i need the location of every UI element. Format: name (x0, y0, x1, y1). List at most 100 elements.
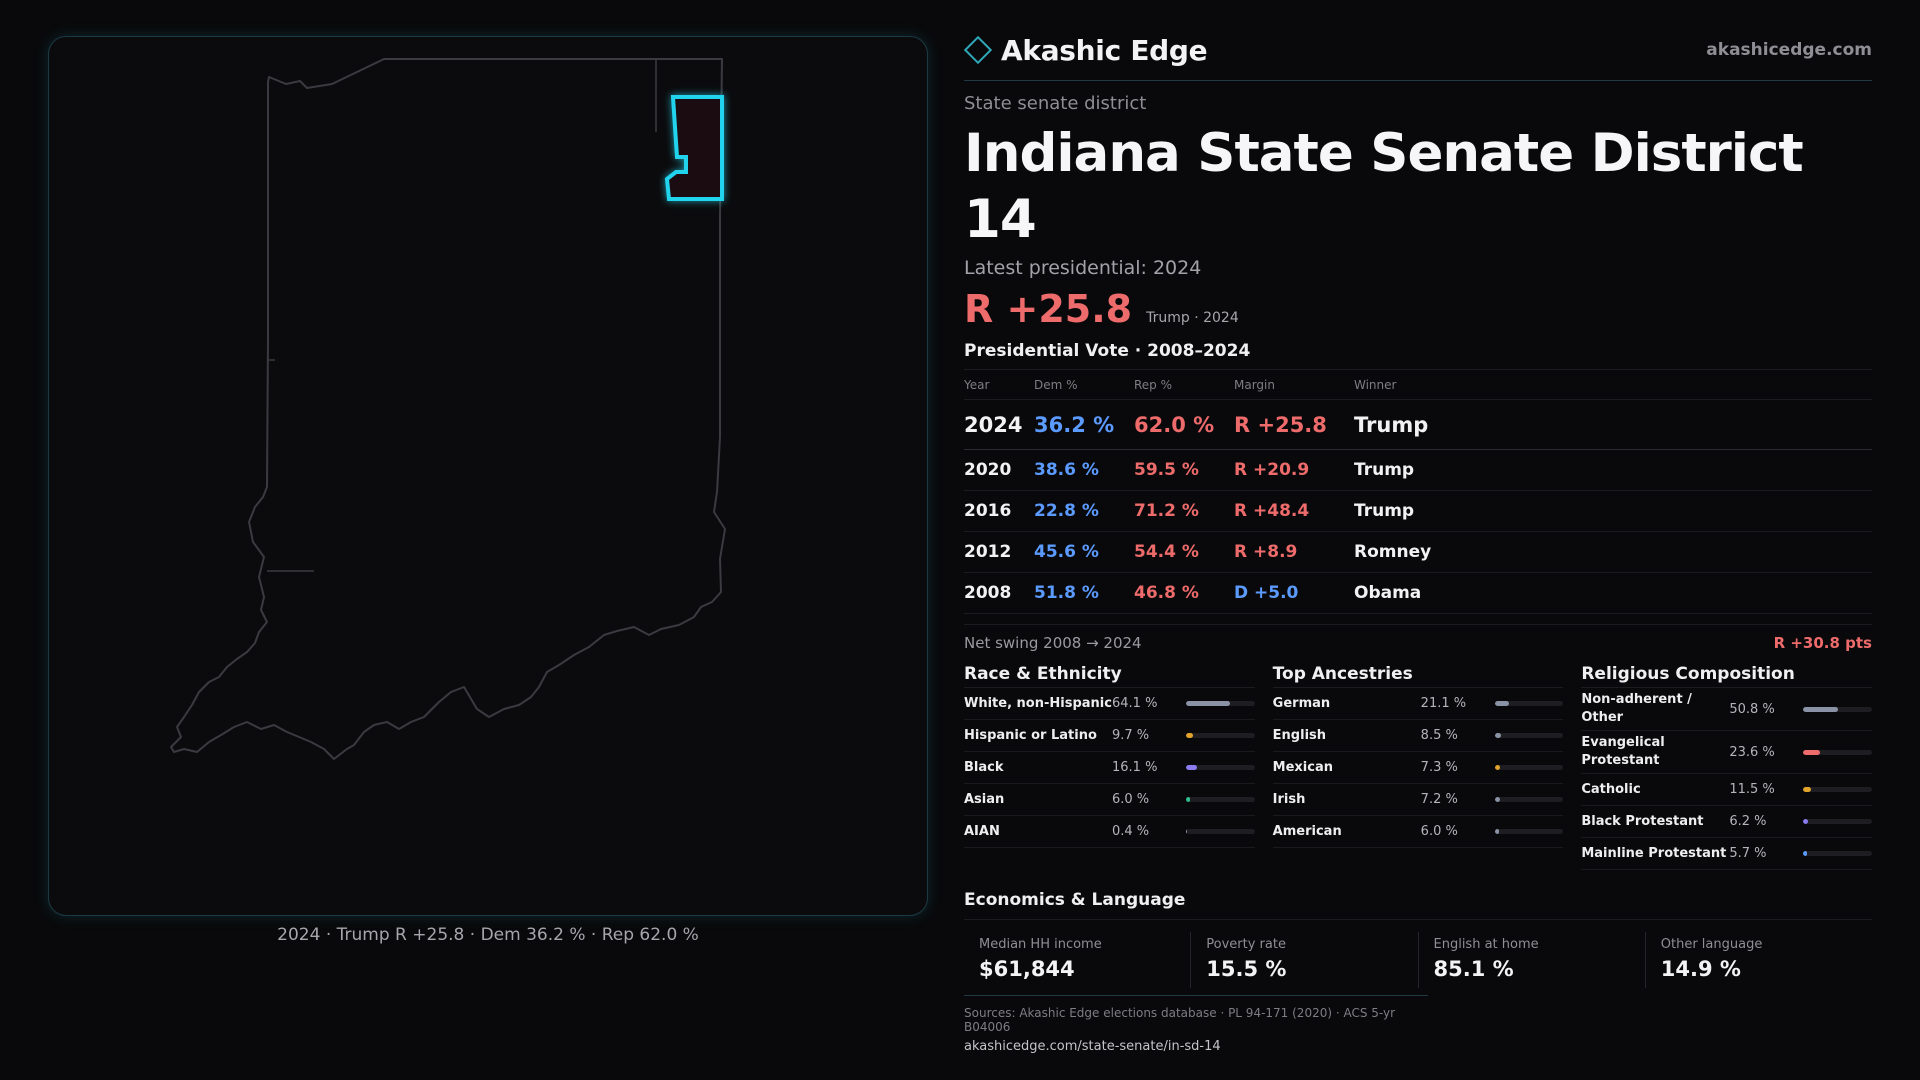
district-14-shape[interactable] (664, 95, 724, 201)
stat-bar-track (1803, 819, 1873, 824)
cell-winner: Trump (1354, 449, 1872, 491)
header-divider (964, 80, 1872, 81)
source-url-link[interactable]: akashicedge.com/state-senate/in-sd-14 (964, 1039, 1221, 1054)
demographics-columns: Race & Ethnicity White, non-Hispanic 64.1… (964, 660, 1873, 870)
religion-title: Religious Composition (1581, 660, 1873, 688)
table-row: 2008 51.8 % 46.8 % D +5.0 Obama (964, 572, 1872, 614)
table-row: 2024 36.2 % 62.0 % R +25.8 Trump (964, 399, 1872, 450)
page-title: Indiana State Senate District 14 (964, 123, 1804, 250)
race-row: Asian 6.0 % (964, 784, 1255, 816)
stat-percent: 7.2 % (1420, 792, 1458, 807)
stat-bar-track (1803, 749, 1873, 755)
stat-bar-fill (1494, 733, 1501, 738)
cell-winner: Obama (1354, 572, 1872, 614)
stat-bar-fill (1803, 819, 1808, 824)
econ-cell-other-language: Other language 14.9 % (1644, 932, 1872, 988)
brand-url-link[interactable]: akashicedge.com (1706, 40, 1872, 60)
cell-dem: 36.2 % (1034, 399, 1134, 450)
stat-bar-track (1494, 765, 1564, 770)
col-header-margin: Margin (1234, 369, 1354, 400)
latest-presidential-label: Latest presidential: 2024 (964, 257, 1202, 279)
ancestry-title: Top Ancestries (1272, 660, 1564, 688)
stat-bar-fill (1186, 765, 1198, 770)
details-panel: Akashic Edge akashicedge.com State senat… (963, 30, 1873, 988)
stat-bar-track (1186, 701, 1255, 706)
map-caption: 2024 · Trump R +25.8 · Dem 36.2 % · Rep … (277, 925, 699, 945)
ancestry-row: German 21.1 % (1272, 688, 1564, 720)
cell-dem: 51.8 % (1034, 572, 1134, 614)
stat-label: Black Protestant (1581, 813, 1704, 829)
stat-label: Irish (1272, 791, 1306, 807)
econ-label: Other language (1660, 937, 1763, 952)
sources-footer: Sources: Akashic Edge elections database… (964, 995, 1428, 1054)
econ-cell-income: Median HH income $61,844 (964, 932, 1190, 988)
stat-label: Evangelical Protestant (1581, 735, 1665, 768)
col-header-rep: Rep % (1134, 369, 1234, 400)
brand-name: Akashic Edge (1001, 33, 1208, 67)
cell-margin: R +8.9 (1234, 531, 1354, 573)
cell-dem: 38.6 % (1034, 449, 1134, 491)
stat-percent: 6.0 % (1420, 824, 1458, 839)
econ-cell-poverty: Poverty rate 15.5 % (1190, 932, 1417, 988)
stat-label: Catholic (1581, 781, 1641, 797)
net-swing-row: Net swing 2008 → 2024 R +30.8 pts (964, 624, 1872, 652)
ancestry-row: English 8.5 % (1272, 720, 1564, 752)
stat-bar-fill (1803, 787, 1812, 792)
economics-title: Economics & Language (964, 890, 1872, 920)
religion-row: Mainline Protestant 5.7 % (1581, 838, 1873, 870)
stat-bar-track (1186, 797, 1255, 802)
stat-percent: 23.6 % (1729, 744, 1775, 760)
cell-rep: 71.2 % (1134, 490, 1234, 532)
stat-bar-fill (1803, 749, 1820, 755)
col-header-dem: Dem % (1034, 369, 1134, 400)
indiana-state-map (170, 58, 726, 760)
cell-margin: R +25.8 (1234, 399, 1354, 450)
margin-subtitle: Trump · 2024 (1146, 310, 1239, 326)
table-header-row: Year Dem % Rep % Margin Winner (964, 369, 1872, 400)
stat-bar-track (1803, 787, 1873, 792)
cell-rep: 62.0 % (1134, 399, 1234, 450)
stat-label: White, non-Hispanic (964, 695, 1112, 711)
presidential-vote-table: Year Dem % Rep % Margin Winner 2024 36.2… (964, 369, 1872, 614)
religion-row: Non-adherent / Other 50.8 % (1581, 688, 1873, 731)
cell-year: 2024 (964, 399, 1034, 450)
cell-rep: 46.8 % (1134, 572, 1234, 614)
state-outline (170, 58, 726, 760)
race-ethnicity-section: Race & Ethnicity White, non-Hispanic 64.1… (964, 660, 1255, 870)
cell-margin: D +5.0 (1234, 572, 1354, 614)
stat-bar-track (1186, 765, 1255, 770)
stat-percent: 8.5 % (1420, 728, 1458, 743)
stat-percent: 50.8 % (1729, 701, 1775, 717)
race-row: White, non-Hispanic 64.1 % (964, 688, 1255, 720)
stat-label: German (1272, 695, 1331, 711)
stat-bar-track (1494, 829, 1564, 834)
stat-percent: 64.1 % (1112, 696, 1158, 711)
race-row: Hispanic or Latino 9.7 % (964, 720, 1255, 752)
econ-label: Poverty rate (1206, 937, 1286, 952)
net-swing-value: R +30.8 pts (1773, 634, 1872, 652)
table-row: 2012 45.6 % 54.4 % R +8.9 Romney (964, 531, 1872, 573)
economics-row: Median HH income $61,844 Poverty rate 15… (964, 932, 1872, 988)
stat-bar-track (1803, 851, 1873, 856)
col-header-winner: Winner (1354, 369, 1872, 400)
stat-percent: 16.1 % (1112, 760, 1158, 775)
ancestry-section: Top Ancestries German 21.1 % English 8.5 % M… (1272, 660, 1564, 870)
col-header-year: Year (964, 369, 1034, 400)
stat-percent: 5.7 % (1729, 846, 1767, 861)
stat-label: English (1272, 727, 1327, 743)
stat-bar-track (1186, 829, 1255, 834)
stat-label: Mexican (1272, 759, 1333, 775)
cell-rep: 54.4 % (1134, 531, 1234, 573)
cell-year: 2016 (964, 490, 1034, 532)
econ-value: 85.1 % (1433, 957, 1514, 981)
religion-row: Catholic 11.5 % (1581, 774, 1873, 806)
race-row: Black 16.1 % (964, 752, 1255, 784)
stat-bar-fill (1494, 797, 1500, 802)
cell-year: 2020 (964, 449, 1034, 491)
econ-label: Median HH income (979, 937, 1102, 952)
sources-text: Sources: Akashic Edge elections database… (964, 1006, 1396, 1034)
map-panel[interactable] (48, 36, 928, 916)
econ-value: 15.5 % (1206, 957, 1287, 981)
ancestry-row: American 6.0 % (1272, 816, 1564, 848)
econ-label: English at home (1433, 937, 1539, 952)
